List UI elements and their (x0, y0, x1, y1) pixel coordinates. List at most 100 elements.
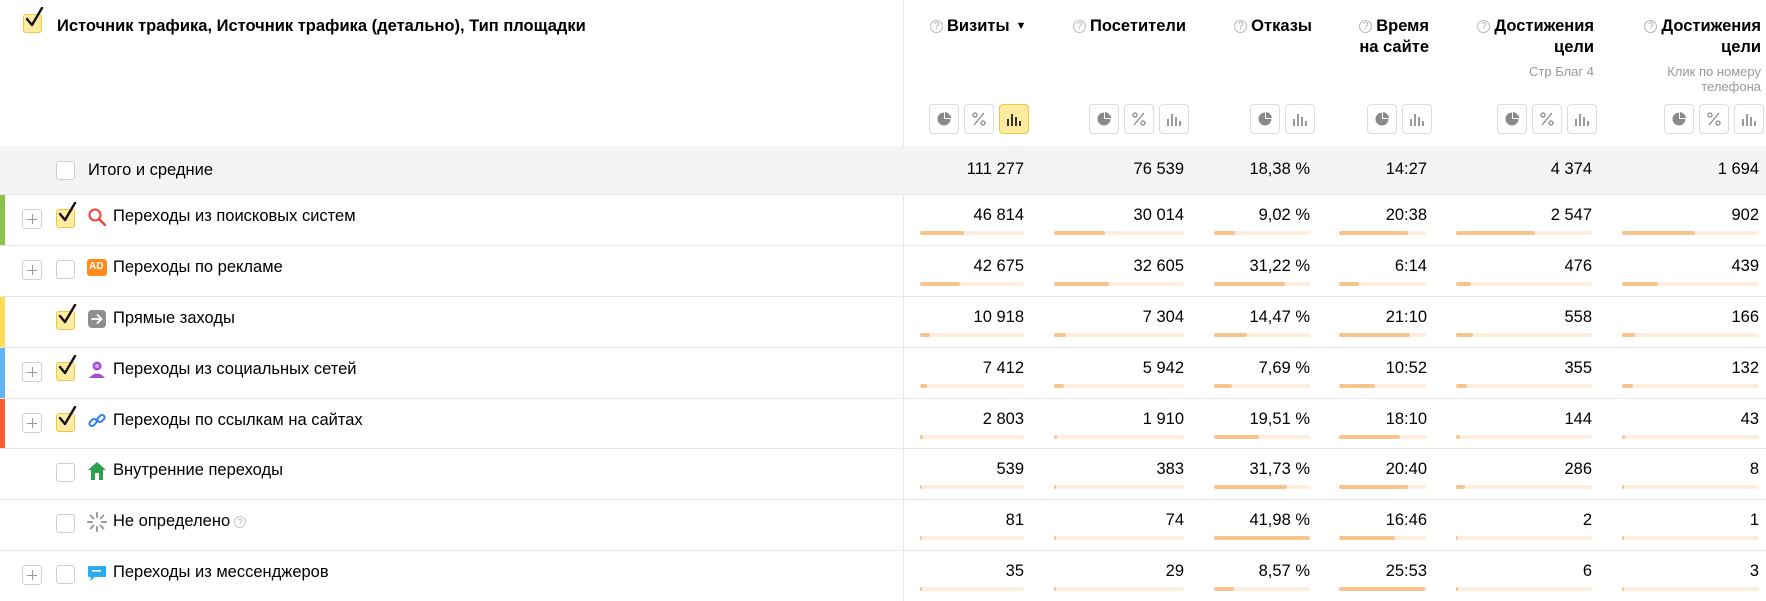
source-label[interactable]: Переходы по рекламе (113, 258, 283, 277)
row-checkbox[interactable] (56, 202, 77, 228)
metric-header[interactable]: ? Визиты ▼ (930, 16, 1026, 37)
table-row[interactable] (0, 550, 1766, 551)
metric-value: 31,73 % (1249, 460, 1310, 478)
percent-button[interactable] (1699, 104, 1729, 134)
table-row[interactable] (0, 296, 1766, 347)
percent-button[interactable] (1532, 104, 1562, 134)
metric-name: ? Достижения цели (1470, 16, 1594, 58)
source-label[interactable]: Не определено? (113, 512, 247, 531)
goal-name: Клик по номеру телефона (1667, 64, 1761, 94)
total-row (0, 146, 1766, 194)
metric-label: Отказы (1251, 17, 1312, 35)
metric-bar (1054, 485, 1184, 489)
metric-value: 9,02 % (1258, 206, 1310, 224)
row-checkbox[interactable] (56, 355, 77, 381)
bar-chart-button[interactable] (1402, 104, 1432, 134)
metric-bar-fill (1456, 435, 1460, 439)
metric-bar-fill (1622, 587, 1624, 591)
metric-header[interactable]: ? Достижения цели Стр Благ 4 (1470, 16, 1594, 79)
help-icon[interactable]: ? (234, 516, 247, 528)
percent-button[interactable] (964, 104, 994, 134)
source-label[interactable]: Переходы по ссылкам на сайтах (113, 411, 363, 430)
table-row[interactable] (0, 398, 1766, 448)
source-label[interactable]: Прямые заходы (113, 309, 235, 328)
metric-bar-fill (1339, 536, 1395, 540)
metric-bar-fill (1456, 333, 1473, 337)
row-checkbox[interactable] (56, 565, 75, 584)
bar-chart-button[interactable] (1285, 104, 1315, 134)
percent-button[interactable] (1124, 104, 1154, 134)
table-row[interactable] (0, 347, 1766, 398)
metric-bar (1622, 435, 1759, 439)
row-checkbox[interactable] (56, 260, 75, 279)
bar-chart-button[interactable] (1159, 104, 1189, 134)
metric-header[interactable]: ? Достижения цели Клик по номеру телефона (1637, 16, 1761, 94)
table-row[interactable] (0, 194, 1766, 245)
help-icon[interactable]: ? (1359, 20, 1373, 33)
bar-chart-button[interactable] (999, 104, 1029, 134)
total-value: 76 539 (1133, 160, 1184, 178)
pie-chart-button[interactable] (929, 104, 959, 134)
bars-icon (1575, 114, 1589, 126)
metric-bar (1339, 587, 1427, 591)
expand-button[interactable] (22, 565, 42, 585)
pie-chart-button[interactable] (1250, 104, 1280, 134)
metric-name: ? Посетители (1056, 16, 1186, 37)
table-row[interactable] (0, 245, 1766, 296)
total-value: 14:27 (1385, 160, 1427, 178)
metric-bar-fill (1622, 536, 1624, 540)
metric-bar (1622, 384, 1759, 388)
row-checkbox[interactable] (56, 304, 77, 330)
source-color-stripe (0, 195, 5, 245)
expand-button[interactable] (22, 209, 42, 229)
sort-desc-icon[interactable]: ▼ (1015, 20, 1027, 32)
metric-bar-fill (1214, 435, 1259, 439)
metric-value: 7 304 (1142, 308, 1184, 326)
table-row[interactable] (0, 499, 1766, 550)
row-checkbox[interactable] (56, 463, 75, 482)
metric-header[interactable]: ? Время на сайте (1339, 16, 1429, 58)
table-row[interactable] (0, 448, 1766, 499)
row-checkbox[interactable] (56, 514, 75, 533)
pie-chart-button[interactable] (1664, 104, 1694, 134)
expand-button[interactable] (22, 413, 42, 433)
metric-bar (1622, 282, 1759, 286)
pie-icon (1097, 112, 1111, 126)
metric-value: 20:38 (1385, 206, 1427, 224)
source-name: Внутренние переходы (113, 461, 283, 479)
ad-icon-label: AD (89, 261, 104, 272)
metric-bar (920, 485, 1024, 489)
metric-bar (1339, 536, 1427, 540)
metric-value: 7,69 % (1258, 359, 1310, 377)
bar-chart-button[interactable] (1567, 104, 1597, 134)
source-name: Не определено (113, 512, 231, 530)
metric-header[interactable]: ? Отказы (1215, 16, 1312, 37)
pie-chart-button[interactable] (1367, 104, 1397, 134)
bar-chart-button[interactable] (1734, 104, 1764, 134)
source-label[interactable]: Переходы из мессенджеров (113, 563, 329, 582)
help-icon[interactable]: ? (1073, 20, 1087, 33)
source-label[interactable]: Переходы из социальных сетей (113, 360, 356, 379)
help-icon[interactable]: ? (1477, 20, 1491, 33)
help-icon[interactable]: ? (1644, 20, 1658, 33)
metric-bar-fill (1456, 485, 1465, 489)
total-checkbox[interactable] (56, 161, 75, 180)
select-all-checkbox[interactable] (23, 7, 44, 33)
source-label[interactable]: Внутренние переходы (113, 461, 283, 480)
expand-button[interactable] (22, 362, 42, 382)
metric-bar-fill (1622, 384, 1633, 388)
bars-icon (1410, 114, 1424, 126)
metric-bar (1339, 231, 1427, 235)
metric-value: 7 412 (982, 359, 1024, 377)
expand-button[interactable] (22, 260, 42, 280)
home-icon (87, 461, 107, 481)
metric-value: 6:14 (1394, 257, 1427, 275)
pie-chart-button[interactable] (1089, 104, 1119, 134)
source-label[interactable]: Переходы из поисковых систем (113, 207, 356, 226)
help-icon[interactable]: ? (1234, 20, 1248, 33)
row-checkbox[interactable] (56, 406, 77, 432)
metric-header[interactable]: ? Посетители (1056, 16, 1186, 37)
help-icon[interactable]: ? (930, 20, 943, 33)
metric-label: Достижения цели (1494, 17, 1594, 56)
pie-chart-button[interactable] (1497, 104, 1527, 134)
